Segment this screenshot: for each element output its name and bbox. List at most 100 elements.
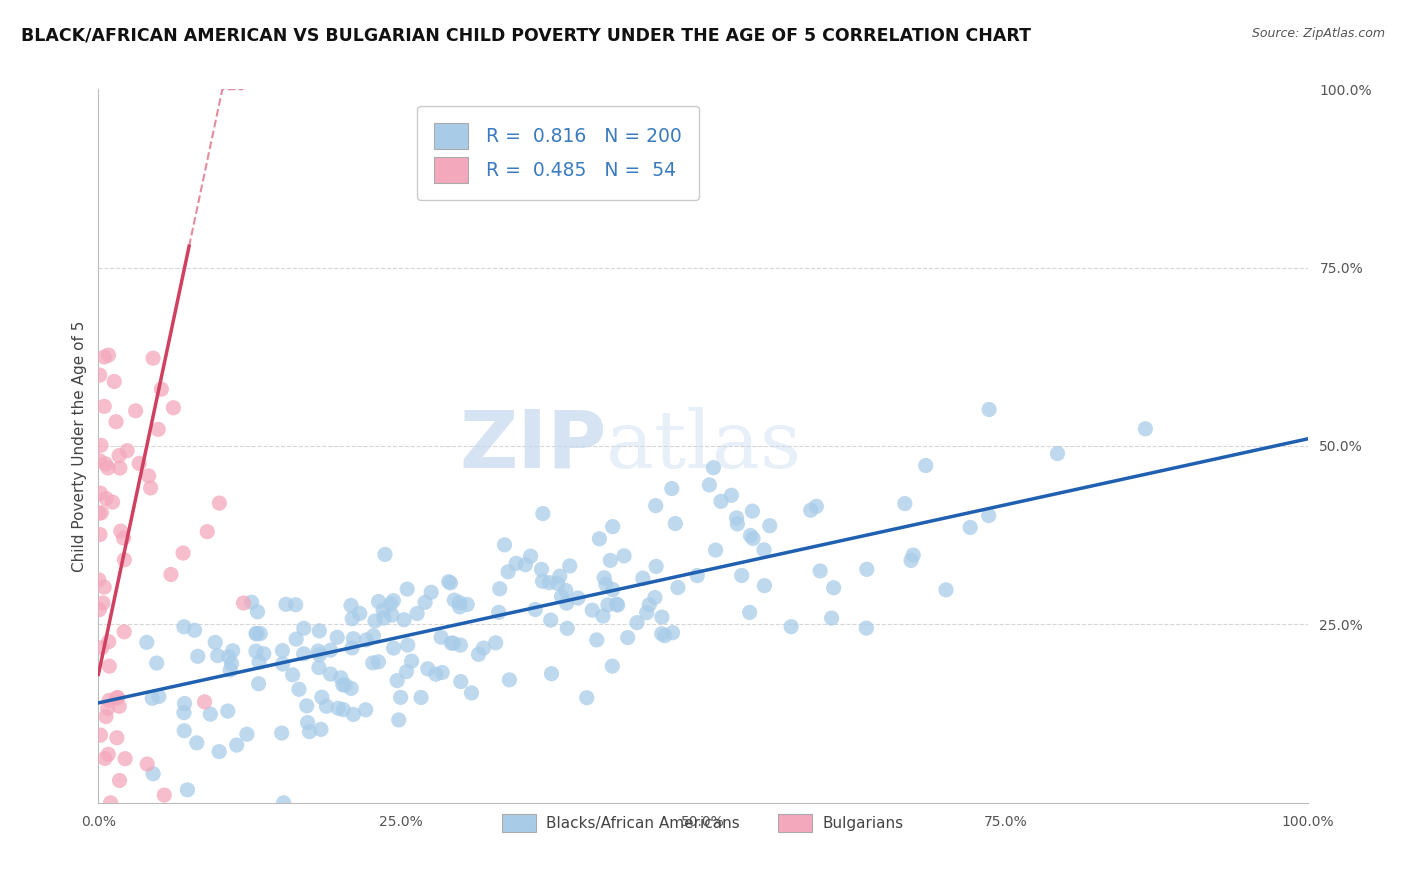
Point [162, 401, 184, 415]
Point [651, 610, 673, 624]
Point [467, 648, 489, 662]
Point [340, 599, 363, 613]
Point [666, 581, 689, 595]
Point [382, 593, 405, 607]
Point [367, 655, 389, 669]
Point [742, 532, 765, 546]
Legend: Blacks/African Americans, Bulgarians: Blacks/African Americans, Bulgarians [496, 808, 910, 838]
Point [401, 654, 423, 668]
Point [221, 657, 243, 671]
Point [575, 690, 598, 705]
Point [208, 745, 231, 759]
Point [441, 636, 464, 650]
Point [531, 507, 554, 521]
Point [236, 727, 259, 741]
Point [97, 461, 120, 475]
Point [823, 581, 845, 595]
Point [273, 796, 295, 810]
Point [413, 595, 436, 609]
Point [315, 699, 337, 714]
Point [98, 659, 121, 673]
Point [392, 613, 415, 627]
Point [472, 641, 495, 656]
Point [439, 575, 461, 590]
Point [208, 496, 231, 510]
Point [371, 603, 394, 617]
Point [903, 548, 925, 562]
Point [98, 693, 121, 707]
Point [416, 662, 439, 676]
Point [914, 458, 936, 473]
Point [661, 482, 683, 496]
Point [249, 626, 271, 640]
Point [328, 701, 350, 715]
Point [342, 707, 364, 722]
Point [567, 591, 589, 605]
Point [342, 632, 364, 646]
Point [93, 350, 115, 364]
Text: Source: ZipAtlas.com: Source: ZipAtlas.com [1251, 27, 1385, 40]
Point [340, 681, 363, 696]
Point [284, 598, 307, 612]
Point [148, 422, 170, 436]
Point [354, 632, 377, 647]
Point [363, 629, 385, 643]
Point [150, 382, 173, 396]
Point [340, 640, 363, 655]
Point [326, 630, 349, 644]
Point [292, 647, 315, 661]
Point [240, 595, 263, 609]
Point [894, 497, 917, 511]
Point [173, 620, 195, 634]
Point [645, 559, 668, 574]
Point [740, 528, 762, 542]
Point [720, 488, 742, 502]
Point [349, 607, 371, 621]
Point [485, 636, 508, 650]
Point [406, 607, 429, 621]
Point [245, 626, 267, 640]
Point [97, 634, 120, 648]
Point [554, 583, 576, 598]
Point [758, 518, 780, 533]
Point [613, 549, 636, 563]
Point [820, 611, 842, 625]
Point [704, 543, 727, 558]
Point [443, 593, 465, 607]
Point [710, 494, 733, 508]
Point [374, 548, 396, 562]
Point [935, 582, 957, 597]
Point [90, 438, 112, 452]
Point [606, 598, 628, 612]
Y-axis label: Child Poverty Under the Age of 5: Child Poverty Under the Age of 5 [72, 320, 87, 572]
Point [460, 686, 482, 700]
Point [153, 788, 176, 802]
Point [105, 415, 128, 429]
Point [139, 481, 162, 495]
Point [605, 597, 627, 611]
Point [602, 582, 624, 597]
Point [800, 503, 823, 517]
Point [200, 707, 222, 722]
Point [160, 567, 183, 582]
Point [145, 656, 167, 670]
Point [110, 524, 132, 538]
Point [449, 638, 471, 652]
Point [93, 400, 115, 414]
Point [558, 558, 581, 573]
Point [373, 611, 395, 625]
Point [114, 752, 136, 766]
Point [124, 404, 146, 418]
Point [115, 443, 138, 458]
Point [105, 731, 128, 745]
Point [396, 582, 419, 596]
Point [308, 648, 330, 662]
Point [217, 704, 239, 718]
Point [101, 495, 124, 509]
Point [148, 690, 170, 704]
Point [664, 516, 686, 531]
Point [638, 598, 661, 612]
Point [136, 757, 159, 772]
Point [595, 577, 617, 591]
Point [332, 703, 354, 717]
